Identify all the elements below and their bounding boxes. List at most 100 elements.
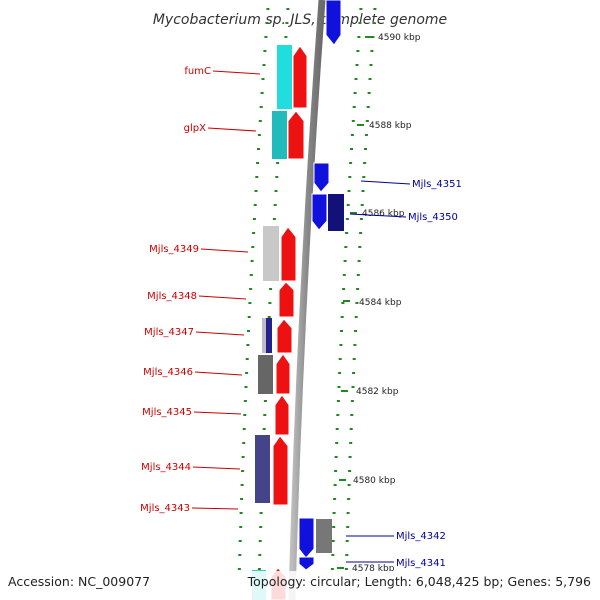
gene-label[interactable]: Mjls_4347 (144, 327, 194, 338)
track-dot (245, 358, 249, 360)
track-dot (267, 316, 271, 318)
track-dot (244, 386, 248, 388)
tick-label: 4588 kbp (369, 121, 412, 131)
map-title: Mycobacterium sp. JLS, complete genome (153, 12, 447, 28)
gene-arrow-top-reverse[interactable] (325, 0, 342, 46)
gene-arrow-Mjls_4341[interactable] (298, 556, 315, 571)
track-dot (336, 400, 340, 402)
track-dot (237, 568, 241, 570)
track-dot (362, 176, 366, 178)
track-dot (266, 8, 270, 10)
track-dot (257, 134, 261, 136)
track-dot (259, 106, 263, 108)
track-dot (248, 302, 252, 304)
gene-arrow-Mjls_4348[interactable] (278, 281, 295, 318)
track-dot (242, 428, 246, 430)
track-dot (366, 106, 370, 108)
gene-arrow-Mjls_4342[interactable] (298, 517, 315, 559)
gene-label[interactable]: fumC (184, 66, 211, 77)
cog-box-Mjls_4347b (266, 318, 272, 353)
track-dot (238, 540, 242, 542)
tick-label: 4580 kbp (353, 476, 396, 486)
cog-box-Mjls_4342 (316, 519, 332, 553)
track-dot (354, 78, 358, 80)
label-connector (192, 466, 241, 470)
track-dot (351, 386, 355, 388)
cog-box-glpX (272, 111, 287, 159)
gene-label[interactable]: glpX (184, 123, 206, 134)
track-dot (351, 120, 355, 122)
gene-arrow-Mjls_4344[interactable] (272, 435, 289, 506)
track-dot (258, 540, 262, 542)
gene-label[interactable]: Mjls_4350 (408, 212, 458, 223)
track-dot (238, 554, 242, 556)
track-dot (285, 22, 289, 24)
cog-box-Mjls_4349 (263, 226, 279, 281)
gene-arrow-Mjls_4347[interactable] (276, 318, 293, 354)
tick-label: 4590 kbp (378, 33, 421, 43)
track-dot (355, 302, 359, 304)
gene-label[interactable]: Mjls_4349 (149, 244, 199, 255)
track-dot (240, 484, 244, 486)
track-dot (358, 22, 362, 24)
track-dot (352, 358, 356, 360)
gene-label[interactable]: Mjls_4341 (396, 558, 446, 569)
track-dot (263, 50, 267, 52)
track-dot (247, 330, 250, 332)
genome-summary-text: Topology: circular; Length: 6,048,425 bp… (247, 574, 591, 589)
gene-label[interactable]: Mjls_4345 (142, 407, 192, 418)
track-dot (349, 428, 353, 430)
gene-arrow-Mjls_4349[interactable] (280, 226, 297, 282)
track-dot (338, 372, 342, 374)
track-dot (330, 568, 334, 570)
left-gene-labels: fumC glpX Mjls_4349 Mjls_4348 Mjls_4347 … (140, 66, 261, 514)
label-connector (195, 331, 245, 336)
track-dot (347, 498, 351, 500)
gene-arrow-Mjls_4346[interactable] (275, 353, 291, 395)
gene-label[interactable]: Mjls_4344 (141, 462, 191, 473)
footer-background (0, 571, 600, 600)
track-dot (356, 288, 360, 290)
track-dot (361, 190, 365, 192)
gene-arrow-fumC[interactable] (292, 45, 308, 109)
track-dot (359, 218, 363, 220)
track-dot (243, 400, 247, 402)
track-dot (350, 414, 354, 416)
track-dot (337, 386, 341, 388)
track-dot (354, 330, 357, 332)
track-dot (346, 512, 350, 514)
scale-ticks: 4590 kbp 4588 kbp 4586 kbp 4584 kbp 4582… (337, 33, 421, 574)
track-dot (340, 330, 343, 332)
gene-label[interactable]: Mjls_4342 (396, 531, 446, 542)
tick-label: 4578 kbp (352, 564, 395, 574)
label-connector (360, 180, 411, 185)
track-dot (241, 470, 245, 472)
label-connector (191, 507, 239, 510)
track-dot (352, 106, 356, 108)
track-dot (353, 344, 357, 346)
track-dot (262, 428, 266, 430)
track-dot (245, 372, 249, 374)
track-dot (348, 456, 352, 458)
gene-label[interactable]: Mjls_4346 (143, 367, 193, 378)
gene-label[interactable]: Mjls_4348 (147, 291, 197, 302)
gene-arrow-Mjls_4345[interactable] (274, 394, 290, 436)
track-dot (274, 190, 278, 192)
label-connector (200, 248, 249, 253)
track-dot (357, 260, 361, 262)
track-dot (347, 484, 351, 486)
gene-label[interactable]: Mjls_4343 (140, 503, 190, 514)
gene-arrow-Mjls_4351[interactable] (313, 162, 330, 193)
track-dot (284, 36, 288, 38)
track-dot (346, 204, 350, 206)
gene-arrow-glpX[interactable] (287, 110, 305, 160)
track-dot (356, 274, 360, 276)
track-dot (254, 190, 258, 192)
track-dot (334, 456, 338, 458)
track-dot (247, 316, 251, 318)
track-dot (355, 64, 359, 66)
gene-arrow-Mjls_4350a[interactable] (311, 193, 328, 231)
gene-label[interactable]: Mjls_4351 (412, 179, 462, 190)
track-dot (354, 316, 358, 318)
